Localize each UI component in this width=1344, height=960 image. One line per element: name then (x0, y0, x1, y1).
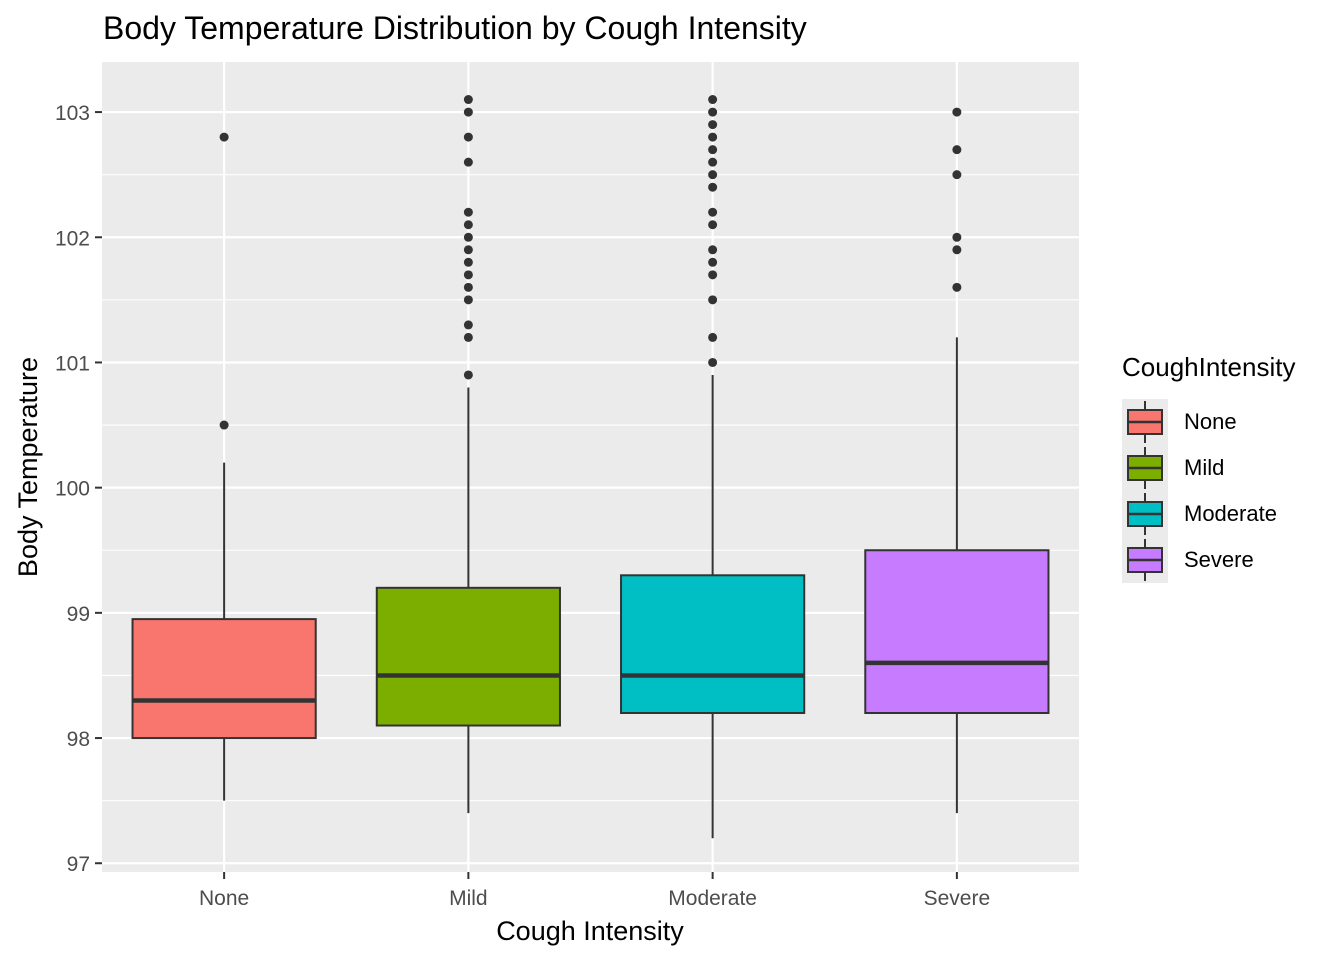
outlier-point (463, 95, 473, 105)
outlier-point (708, 245, 718, 255)
outlier-point (708, 120, 718, 130)
outlier-point (708, 220, 718, 230)
plot-panel (102, 62, 1079, 872)
outlier-point (463, 107, 473, 117)
outlier-point (463, 245, 473, 255)
outlier-point (952, 145, 962, 155)
outlier-point (463, 270, 473, 280)
legend-key-glyph (1127, 539, 1163, 581)
x-tick-label: Mild (449, 887, 488, 910)
outlier-point (463, 257, 473, 267)
outlier-point (463, 207, 473, 217)
legend-item-none: None (1122, 399, 1295, 445)
x-tick-label: Moderate (668, 887, 757, 910)
outlier-point (952, 282, 962, 292)
outlier-point (708, 132, 718, 142)
legend-item-severe: Severe (1122, 537, 1295, 583)
outlier-point (463, 220, 473, 230)
outlier-point (463, 332, 473, 342)
legend-key-glyph (1127, 447, 1163, 489)
legend-title: CoughIntensity (1122, 352, 1296, 382)
outlier-point (463, 232, 473, 242)
legend-label: None (1184, 409, 1237, 434)
legend-key (1122, 491, 1168, 537)
legend-items: None Mild Moderate Severe (1122, 399, 1295, 583)
y-tick-label: 99 (67, 603, 90, 626)
outlier-point (708, 357, 718, 367)
x-tick-label: Severe (924, 887, 991, 910)
legend: CoughIntensity None Mild Moderate Severe (1122, 352, 1295, 583)
outlier-point (463, 295, 473, 305)
x-axis-title: Cough Intensity (496, 916, 684, 946)
box-group-moderate (620, 95, 806, 839)
outlier-point (708, 157, 718, 167)
outlier-point (952, 245, 962, 255)
box-group-none (131, 132, 317, 801)
x-tick-label: None (199, 887, 249, 910)
legend-item-moderate: Moderate (1122, 491, 1295, 537)
outlier-point (952, 232, 962, 242)
box-layer (131, 95, 1050, 839)
box-iqr (864, 549, 1050, 715)
legend-label: Moderate (1184, 501, 1277, 526)
box-group-mild (375, 95, 561, 814)
outlier-point (463, 320, 473, 330)
legend-key-glyph (1127, 493, 1163, 535)
outlier-point (708, 332, 718, 342)
outlier-point (708, 95, 718, 105)
outlier-point (708, 182, 718, 192)
legend-item-mild: Mild (1122, 445, 1295, 491)
legend-key-glyph (1127, 401, 1163, 443)
box-group-severe (864, 107, 1050, 814)
legend-key (1122, 399, 1168, 445)
legend-label: Mild (1184, 455, 1225, 480)
outlier-point (219, 132, 229, 142)
y-tick-label: 103 (55, 102, 90, 125)
box-iqr (131, 618, 317, 740)
outlier-point (708, 170, 718, 180)
box-iqr (620, 574, 806, 715)
outlier-point (708, 295, 718, 305)
y-tick-label: 98 (67, 728, 90, 751)
outlier-point (463, 370, 473, 380)
outlier-point (463, 132, 473, 142)
legend-label: Severe (1184, 547, 1254, 572)
outlier-point (708, 270, 718, 280)
y-tick-label: 97 (67, 853, 90, 876)
chart-title: Body Temperature Distribution by Cough I… (103, 10, 807, 46)
y-tick-label: 102 (55, 227, 90, 250)
outlier-point (708, 207, 718, 217)
legend-key (1122, 445, 1168, 491)
outlier-point (463, 282, 473, 292)
legend-key (1122, 537, 1168, 583)
outlier-point (952, 170, 962, 180)
y-tick-label: 101 (55, 352, 90, 375)
y-tick-label: 100 (55, 478, 90, 501)
outlier-point (952, 107, 962, 117)
outlier-point (219, 420, 229, 430)
outlier-point (463, 157, 473, 167)
outlier-point (708, 107, 718, 117)
y-axis-title: Body Temperature (13, 357, 43, 577)
box-iqr (375, 586, 561, 727)
outlier-point (708, 145, 718, 155)
outlier-point (708, 257, 718, 267)
axis-layer: 97 98 99 100 101 102 103 None Mild Moderate Severe (55, 102, 990, 910)
